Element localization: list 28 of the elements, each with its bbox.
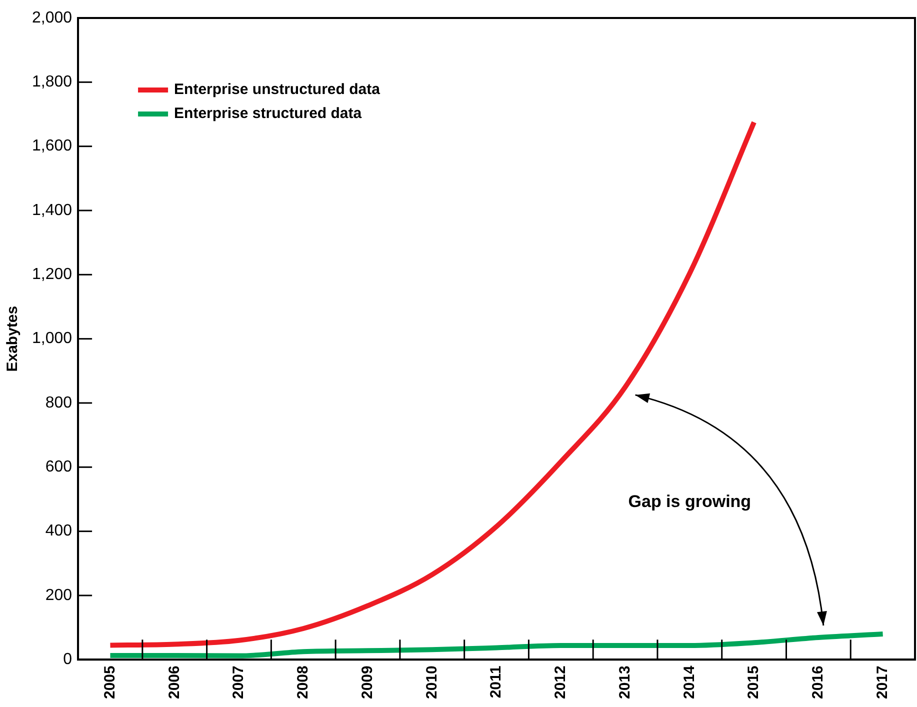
y-tick-label: 1,800 (32, 74, 72, 91)
x-tick-label: 2015 (745, 666, 762, 700)
legend-label: Enterprise unstructured data (174, 81, 381, 98)
y-axis-title: Exabytes (4, 306, 22, 372)
y-tick-label: 400 (45, 522, 72, 540)
y-tick-label: 1,400 (32, 202, 72, 219)
legend-label: Enterprise structured data (174, 105, 362, 122)
x-tick-label: 2009 (358, 666, 376, 700)
y-tick-label: 1,200 (32, 266, 72, 284)
y-tick-label: 800 (45, 394, 72, 412)
x-tick-label: 2013 (616, 666, 634, 700)
x-tick-label: 2006 (166, 666, 183, 700)
y-tick-label: 1,600 (32, 138, 72, 155)
x-tick-label: 2012 (552, 666, 570, 700)
x-tick-label: 2011 (488, 666, 505, 698)
y-tick-label: 0 (63, 651, 72, 668)
y-tick-label: 600 (45, 458, 72, 476)
x-tick-label: 2014 (680, 664, 698, 700)
x-tick-label: 2008 (294, 666, 312, 700)
x-tick-label: 2005 (101, 666, 118, 700)
annotation: Gap is growing (628, 492, 752, 512)
y-tick-label: 1,000 (32, 330, 72, 348)
y-tick-label: 2,000 (32, 9, 72, 26)
x-tick-label: 2017 (874, 666, 891, 700)
x-tick-label: 2010 (423, 666, 440, 700)
x-tick-label: 2016 (810, 666, 827, 700)
y-tick-label: 200 (45, 586, 72, 604)
x-tick-label: 2007 (230, 666, 248, 700)
